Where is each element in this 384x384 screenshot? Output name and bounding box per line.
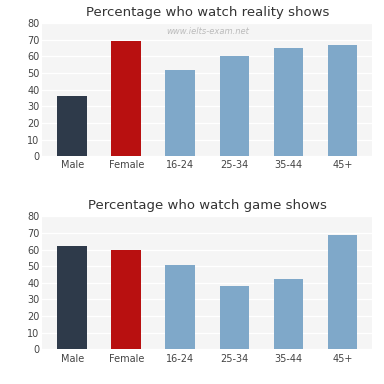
- Bar: [57, 96, 87, 156]
- Bar: [274, 280, 303, 349]
- Bar: [111, 41, 141, 156]
- Title: Percentage who watch reality shows: Percentage who watch reality shows: [86, 6, 329, 19]
- Bar: [328, 45, 358, 156]
- Bar: [111, 250, 141, 349]
- Bar: [220, 286, 249, 349]
- Bar: [220, 56, 249, 156]
- Text: www.ielts-exam.net: www.ielts-exam.net: [166, 27, 249, 36]
- Bar: [166, 70, 195, 156]
- Bar: [166, 265, 195, 349]
- Bar: [274, 48, 303, 156]
- Title: Percentage who watch game shows: Percentage who watch game shows: [88, 199, 327, 212]
- Bar: [328, 235, 358, 349]
- Bar: [57, 246, 87, 349]
